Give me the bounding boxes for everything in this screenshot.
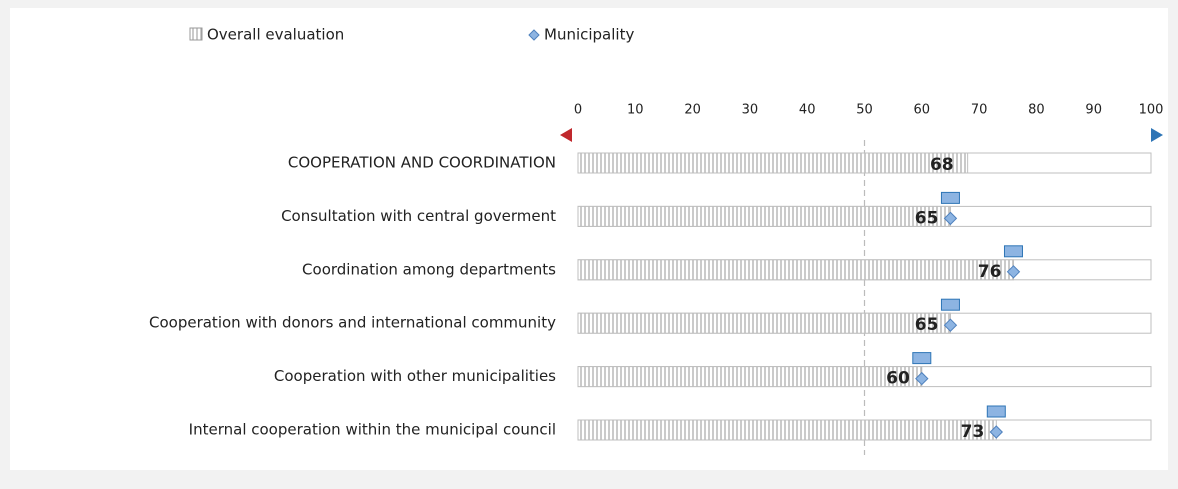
category-label: Cooperation with other municipalities: [274, 367, 556, 385]
value-label: 60: [886, 369, 910, 389]
legend-swatch: [189, 27, 203, 41]
bar: [577, 366, 923, 388]
x-tick-label: 20: [684, 103, 701, 118]
marker-tag: [1003, 245, 1023, 258]
legend-label: Municipality: [544, 26, 634, 44]
category-label: Cooperation with donors and internationa…: [149, 314, 556, 332]
x-tick-label: 50: [856, 103, 873, 118]
value-label: 68: [930, 155, 954, 175]
x-tick-label: 70: [971, 103, 988, 118]
panel: [10, 8, 1168, 470]
x-tick-label: 60: [914, 103, 931, 118]
x-tick-label: 90: [1085, 103, 1102, 118]
bar: [577, 152, 969, 174]
marker: [943, 318, 958, 332]
marker: [1006, 265, 1021, 279]
category-label: Coordination among departments: [302, 260, 556, 278]
marker-tag: [986, 405, 1006, 418]
arrow-head: [560, 128, 572, 142]
marker-tag: [940, 298, 960, 311]
x-tick-label: 40: [799, 103, 816, 118]
category-label: Consultation with central goverment: [281, 207, 556, 225]
bar: [577, 205, 951, 227]
category-label: Internal cooperation within the municipa…: [189, 421, 556, 439]
x-tick-label: 0: [574, 103, 582, 118]
value-label: 76: [978, 262, 1002, 282]
marker: [915, 371, 929, 386]
arrow-head: [1151, 128, 1163, 142]
value-label: 65: [915, 315, 939, 335]
marker-tag: [912, 352, 932, 365]
legend-swatch: [528, 29, 540, 41]
marker: [989, 425, 1003, 439]
marker-tag: [940, 191, 960, 204]
x-tick-label: 10: [627, 103, 644, 118]
legend-label: Overall evaluation: [207, 26, 344, 44]
x-tick-label: 100: [1139, 103, 1164, 118]
bar: [577, 259, 1014, 281]
marker: [943, 211, 958, 226]
x-tick-label: 30: [742, 103, 759, 118]
bar: [577, 312, 951, 334]
x-tick-label: 80: [1028, 103, 1045, 118]
value-label: 65: [915, 208, 939, 228]
category-label: COOPERATION AND COORDINATION: [288, 154, 556, 172]
bar: [577, 419, 997, 441]
value-label: 73: [961, 422, 985, 442]
